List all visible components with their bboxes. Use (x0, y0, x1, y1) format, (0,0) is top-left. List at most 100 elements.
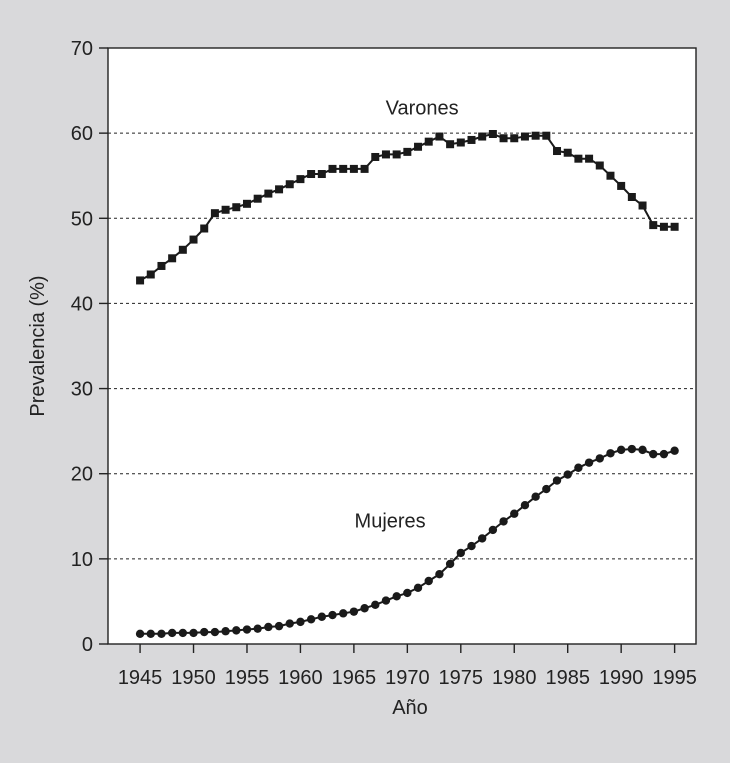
gridlines (108, 132, 696, 560)
data-point-mujeres (435, 569, 444, 579)
data-point-mujeres (296, 617, 305, 627)
data-point-varones (189, 235, 198, 244)
data-point-mujeres (253, 624, 262, 633)
data-point-mujeres (135, 629, 145, 638)
data-point-mujeres (595, 454, 604, 463)
data-point-varones (446, 140, 455, 149)
y-tick-label: 40 (71, 293, 93, 315)
data-point-mujeres (627, 444, 637, 454)
data-point-mujeres (264, 622, 273, 632)
data-point-varones (456, 138, 465, 147)
data-point-mujeres (563, 470, 572, 479)
data-point-mujeres (606, 449, 615, 458)
data-point-varones (617, 181, 626, 190)
x-tick-label: 1975 (439, 667, 484, 689)
data-point-mujeres (210, 627, 220, 637)
data-point-mujeres (531, 492, 540, 501)
plot-area (107, 47, 697, 645)
data-point-mujeres (413, 583, 423, 593)
data-point-varones (510, 134, 519, 143)
data-point-mujeres (200, 627, 209, 637)
y-axis-ticks: 0 10 20 30 40 50 60 70 (71, 38, 108, 656)
data-point-varones (467, 135, 476, 144)
data-point-mujeres (499, 517, 508, 526)
data-point-varones (210, 209, 219, 218)
data-point-varones (435, 132, 444, 141)
data-point-mujeres (339, 609, 348, 618)
x-tick-label: 1985 (545, 667, 590, 689)
data-point-mujeres (274, 621, 284, 631)
data-point-varones (659, 222, 668, 231)
x-tick-label: 1950 (171, 667, 216, 689)
data-point-varones (574, 154, 583, 163)
data-point-mujeres (424, 576, 433, 586)
data-point-varones (424, 137, 433, 146)
y-tick-label: 0 (82, 634, 93, 656)
x-tick-label: 1955 (225, 667, 270, 689)
data-point-varones (606, 171, 615, 180)
data-point-mujeres (403, 588, 412, 598)
data-point-varones (232, 203, 241, 212)
data-point-mujeres (445, 559, 455, 569)
data-point-mujeres (574, 463, 583, 472)
data-point-varones (542, 131, 551, 140)
x-axis-ticks: 1945 1950 1955 1960 1965 1970 1975 1980 1985 1990… (118, 644, 697, 689)
x-tick-label: 1995 (652, 667, 697, 689)
data-point-mujeres (146, 629, 155, 638)
data-point-mujeres (659, 449, 669, 459)
data-point-varones (392, 150, 401, 159)
data-point-mujeres (488, 525, 498, 535)
data-point-varones (157, 261, 166, 270)
data-point-mujeres (232, 626, 241, 635)
data-point-varones (328, 164, 337, 173)
data-point-varones (670, 222, 679, 231)
y-tick-label: 60 (71, 123, 93, 145)
data-point-mujeres (456, 548, 465, 558)
x-tick-label: 1990 (599, 667, 644, 689)
data-point-varones (275, 185, 284, 194)
series-label-varones: Varones (386, 98, 459, 120)
data-point-varones (296, 175, 305, 184)
data-point-mujeres (157, 629, 166, 638)
data-point-varones (649, 221, 658, 230)
data-point-varones (499, 134, 508, 143)
data-point-varones (242, 199, 251, 208)
data-point-mujeres (381, 596, 391, 605)
data-point-varones (585, 154, 594, 163)
series-group: Varones Mujeres (135, 98, 679, 638)
series-label-mujeres: Mujeres (355, 511, 426, 533)
data-point-mujeres (552, 476, 562, 485)
y-tick-label: 20 (71, 464, 93, 486)
data-point-mujeres (670, 446, 679, 455)
data-point-mujeres (221, 627, 230, 636)
data-point-varones (414, 142, 423, 151)
data-point-varones (178, 245, 187, 254)
data-point-mujeres (167, 628, 177, 638)
data-point-varones (146, 270, 155, 279)
data-point-varones (638, 201, 647, 210)
y-axis-label: Prevalencia (%) (27, 275, 49, 416)
x-tick-label: 1960 (278, 667, 323, 689)
data-point-varones (488, 129, 497, 138)
data-point-mujeres (477, 534, 487, 543)
data-point-varones (136, 276, 145, 285)
y-tick-label: 70 (71, 38, 93, 60)
x-tick-label: 1970 (385, 667, 430, 689)
data-point-mujeres (510, 509, 519, 518)
data-point-mujeres (306, 615, 316, 624)
data-point-mujeres (317, 612, 327, 621)
data-point-mujeres (189, 628, 198, 638)
data-point-varones (317, 170, 326, 179)
data-point-mujeres (638, 445, 647, 455)
data-point-varones (553, 147, 562, 156)
data-point-mujeres (467, 541, 476, 551)
data-point-varones (531, 131, 540, 140)
data-point-mujeres (584, 458, 594, 467)
data-point-varones (200, 224, 209, 233)
data-point-varones (285, 180, 294, 189)
data-point-mujeres (328, 610, 337, 620)
data-point-varones (627, 193, 636, 201)
x-tick-label: 1980 (492, 667, 537, 689)
